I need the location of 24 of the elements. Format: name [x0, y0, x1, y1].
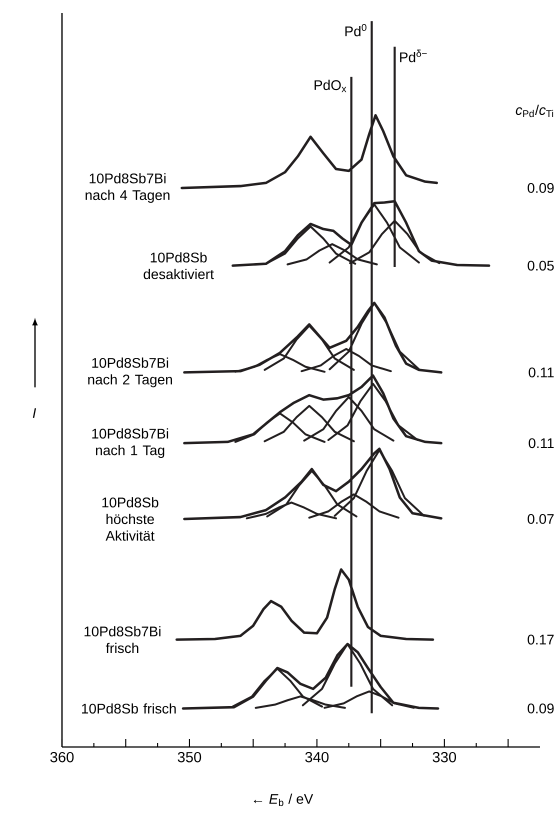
- annotation: 0.07: [528, 514, 554, 524]
- annotation: c$_{Pd}$/c$_{Ti}$: [516, 104, 554, 118]
- series-label: 10Pd8Sb höchste Aktivität: [102, 497, 158, 541]
- x-tick-label: 360: [50, 752, 74, 762]
- annotation: 0.11: [528, 367, 554, 378]
- ref-line-label: PdO$_{x}$: [314, 80, 346, 92]
- series-label: 10Pd8Sb frisch: [82, 703, 176, 714]
- annotation: 0.05: [528, 260, 554, 271]
- annotation: 0.17: [528, 634, 554, 645]
- series-label: 10Pd8Sb7Bi frisch: [84, 626, 160, 654]
- x-tick-label: 340: [305, 752, 329, 762]
- annotation: 0.09: [528, 704, 554, 714]
- x-axis-title: ← E$_{b}$ / eV: [254, 794, 314, 806]
- series-label: 10Pd8Sb7Bi nach 2 Tagen: [88, 358, 172, 388]
- y-axis-title: I: [32, 408, 36, 418]
- series-label: 10Pd8Sb7Bi nach 4 Tagen: [86, 173, 170, 203]
- annotation: 0.09: [528, 183, 554, 193]
- x-tick-label: 350: [178, 752, 202, 762]
- annotation: 0.11: [528, 438, 554, 448]
- x-tick-label: 330: [432, 752, 456, 762]
- ref-line-label: Pd$^{0}$: [345, 24, 366, 36]
- ref-line-label: Pd$^{δ−}$: [400, 50, 427, 62]
- series-label: 10Pd8Sb7Bi nach 1 Tag: [92, 428, 168, 458]
- series-label: 10Pd8Sb desaktiviert: [144, 252, 214, 280]
